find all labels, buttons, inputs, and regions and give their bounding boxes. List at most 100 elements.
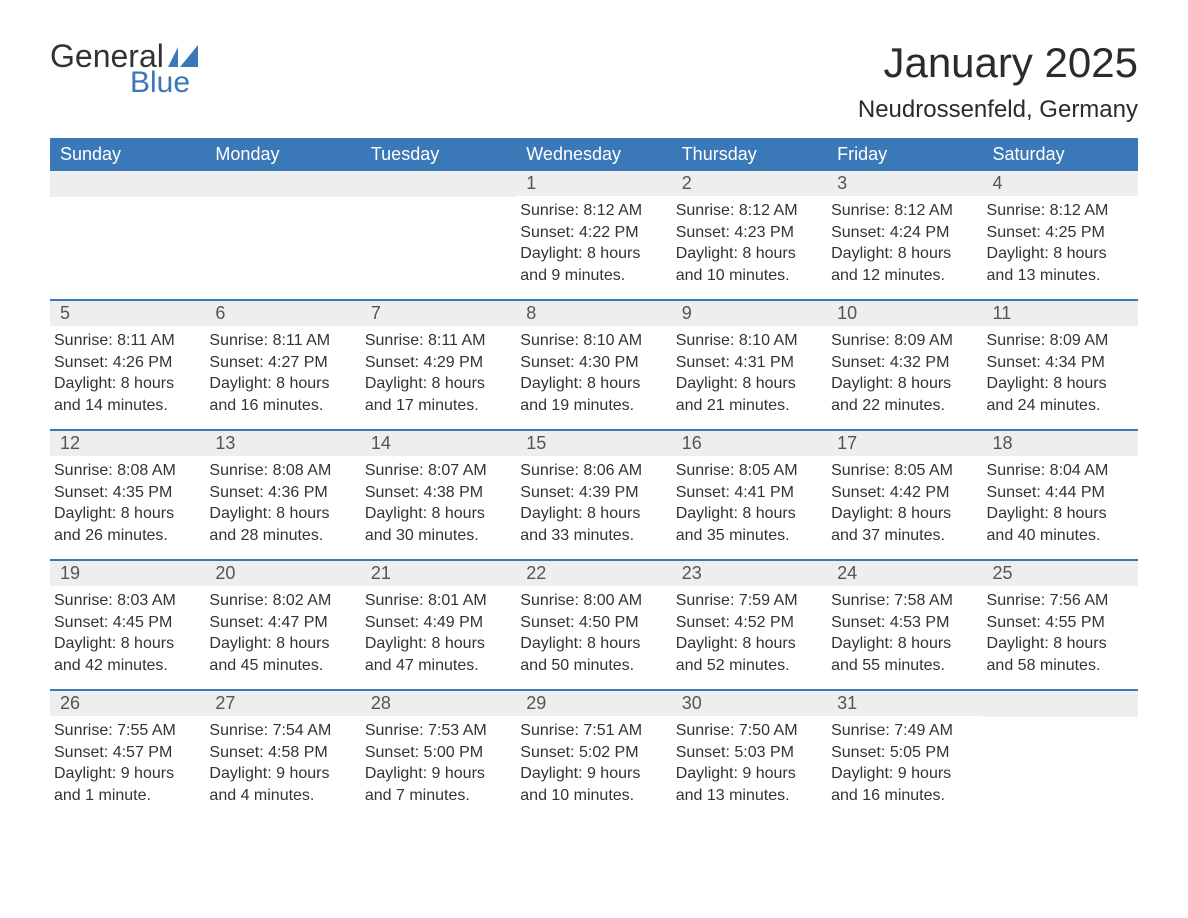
weekday-header: Thursday	[672, 138, 827, 171]
daylight-text-2: and 52 minutes.	[676, 655, 817, 677]
sunset-text: Sunset: 4:34 PM	[987, 352, 1128, 374]
sunrise-text: Sunrise: 8:05 AM	[831, 460, 972, 482]
daylight-text-2: and 13 minutes.	[987, 265, 1128, 287]
empty-day-header	[50, 171, 205, 197]
daylight-text-2: and 37 minutes.	[831, 525, 972, 547]
sunrise-text: Sunrise: 7:49 AM	[831, 720, 972, 742]
sunrise-text: Sunrise: 8:08 AM	[209, 460, 350, 482]
day-body: Sunrise: 8:03 AMSunset: 4:45 PMDaylight:…	[50, 586, 205, 686]
daylight-text-2: and 24 minutes.	[987, 395, 1128, 417]
day-number: 18	[983, 431, 1138, 456]
sunrise-text: Sunrise: 8:12 AM	[831, 200, 972, 222]
day-cell: 16Sunrise: 8:05 AMSunset: 4:41 PMDayligh…	[672, 431, 827, 559]
day-body: Sunrise: 8:09 AMSunset: 4:34 PMDaylight:…	[983, 326, 1138, 426]
brand-name-2: Blue	[130, 68, 198, 98]
day-number: 28	[361, 691, 516, 716]
daylight-text-1: Daylight: 8 hours	[520, 373, 661, 395]
sunset-text: Sunset: 4:30 PM	[520, 352, 661, 374]
daylight-text-2: and 21 minutes.	[676, 395, 817, 417]
daylight-text-2: and 40 minutes.	[987, 525, 1128, 547]
day-body: Sunrise: 8:06 AMSunset: 4:39 PMDaylight:…	[516, 456, 671, 556]
day-cell: 9Sunrise: 8:10 AMSunset: 4:31 PMDaylight…	[672, 301, 827, 429]
day-body: Sunrise: 8:12 AMSunset: 4:22 PMDaylight:…	[516, 196, 671, 296]
daylight-text-1: Daylight: 8 hours	[831, 243, 972, 265]
sunrise-text: Sunrise: 8:12 AM	[676, 200, 817, 222]
sunrise-text: Sunrise: 8:05 AM	[676, 460, 817, 482]
sunrise-text: Sunrise: 7:50 AM	[676, 720, 817, 742]
sunrise-text: Sunrise: 8:11 AM	[209, 330, 350, 352]
day-number: 14	[361, 431, 516, 456]
sunrise-text: Sunrise: 8:10 AM	[676, 330, 817, 352]
weekday-header: Sunday	[50, 138, 205, 171]
daylight-text-1: Daylight: 8 hours	[831, 503, 972, 525]
sunset-text: Sunset: 5:00 PM	[365, 742, 506, 764]
day-cell: 19Sunrise: 8:03 AMSunset: 4:45 PMDayligh…	[50, 561, 205, 689]
day-body: Sunrise: 7:56 AMSunset: 4:55 PMDaylight:…	[983, 586, 1138, 686]
daylight-text-1: Daylight: 8 hours	[365, 503, 506, 525]
day-cell: 11Sunrise: 8:09 AMSunset: 4:34 PMDayligh…	[983, 301, 1138, 429]
daylight-text-1: Daylight: 8 hours	[54, 373, 195, 395]
daylight-text-1: Daylight: 8 hours	[676, 373, 817, 395]
sunset-text: Sunset: 4:55 PM	[987, 612, 1128, 634]
day-cell: 4Sunrise: 8:12 AMSunset: 4:25 PMDaylight…	[983, 171, 1138, 299]
weekday-header-row: SundayMondayTuesdayWednesdayThursdayFrid…	[50, 138, 1138, 171]
day-body: Sunrise: 8:05 AMSunset: 4:42 PMDaylight:…	[827, 456, 982, 556]
day-cell: 25Sunrise: 7:56 AMSunset: 4:55 PMDayligh…	[983, 561, 1138, 689]
daylight-text-2: and 7 minutes.	[365, 785, 506, 807]
day-number: 19	[50, 561, 205, 586]
daylight-text-2: and 33 minutes.	[520, 525, 661, 547]
day-number: 5	[50, 301, 205, 326]
day-cell: 8Sunrise: 8:10 AMSunset: 4:30 PMDaylight…	[516, 301, 671, 429]
daylight-text-1: Daylight: 8 hours	[365, 633, 506, 655]
sunrise-text: Sunrise: 8:06 AM	[520, 460, 661, 482]
day-body: Sunrise: 8:08 AMSunset: 4:36 PMDaylight:…	[205, 456, 360, 556]
daylight-text-2: and 16 minutes.	[209, 395, 350, 417]
week-row: 12Sunrise: 8:08 AMSunset: 4:35 PMDayligh…	[50, 429, 1138, 559]
daylight-text-1: Daylight: 8 hours	[365, 373, 506, 395]
sunset-text: Sunset: 5:02 PM	[520, 742, 661, 764]
daylight-text-2: and 4 minutes.	[209, 785, 350, 807]
day-number: 20	[205, 561, 360, 586]
daylight-text-1: Daylight: 8 hours	[520, 243, 661, 265]
day-body: Sunrise: 8:12 AMSunset: 4:24 PMDaylight:…	[827, 196, 982, 296]
sunset-text: Sunset: 4:32 PM	[831, 352, 972, 374]
sunset-text: Sunset: 4:57 PM	[54, 742, 195, 764]
weekday-header: Tuesday	[361, 138, 516, 171]
sunrise-text: Sunrise: 8:00 AM	[520, 590, 661, 612]
location-label: Neudrossenfeld, Germany	[858, 96, 1138, 124]
sunset-text: Sunset: 4:44 PM	[987, 482, 1128, 504]
daylight-text-2: and 28 minutes.	[209, 525, 350, 547]
sunrise-text: Sunrise: 7:59 AM	[676, 590, 817, 612]
day-cell	[983, 691, 1138, 819]
daylight-text-2: and 42 minutes.	[54, 655, 195, 677]
day-cell: 2Sunrise: 8:12 AMSunset: 4:23 PMDaylight…	[672, 171, 827, 299]
daylight-text-2: and 47 minutes.	[365, 655, 506, 677]
daylight-text-1: Daylight: 9 hours	[365, 763, 506, 785]
daylight-text-1: Daylight: 8 hours	[520, 503, 661, 525]
day-body: Sunrise: 7:50 AMSunset: 5:03 PMDaylight:…	[672, 716, 827, 816]
daylight-text-2: and 50 minutes.	[520, 655, 661, 677]
day-number: 6	[205, 301, 360, 326]
daylight-text-2: and 9 minutes.	[520, 265, 661, 287]
day-number: 16	[672, 431, 827, 456]
daylight-text-1: Daylight: 8 hours	[209, 633, 350, 655]
daylight-text-2: and 22 minutes.	[831, 395, 972, 417]
daylight-text-1: Daylight: 8 hours	[676, 503, 817, 525]
day-cell	[205, 171, 360, 299]
empty-day-header	[983, 691, 1138, 717]
sunset-text: Sunset: 4:42 PM	[831, 482, 972, 504]
daylight-text-1: Daylight: 8 hours	[54, 503, 195, 525]
daylight-text-2: and 26 minutes.	[54, 525, 195, 547]
daylight-text-2: and 55 minutes.	[831, 655, 972, 677]
day-cell: 21Sunrise: 8:01 AMSunset: 4:49 PMDayligh…	[361, 561, 516, 689]
day-body: Sunrise: 8:10 AMSunset: 4:31 PMDaylight:…	[672, 326, 827, 426]
day-cell: 15Sunrise: 8:06 AMSunset: 4:39 PMDayligh…	[516, 431, 671, 559]
day-number: 23	[672, 561, 827, 586]
week-row: 19Sunrise: 8:03 AMSunset: 4:45 PMDayligh…	[50, 559, 1138, 689]
day-cell: 1Sunrise: 8:12 AMSunset: 4:22 PMDaylight…	[516, 171, 671, 299]
daylight-text-2: and 13 minutes.	[676, 785, 817, 807]
sunrise-text: Sunrise: 8:08 AM	[54, 460, 195, 482]
day-cell: 18Sunrise: 8:04 AMSunset: 4:44 PMDayligh…	[983, 431, 1138, 559]
day-number: 3	[827, 171, 982, 196]
sunrise-text: Sunrise: 7:54 AM	[209, 720, 350, 742]
